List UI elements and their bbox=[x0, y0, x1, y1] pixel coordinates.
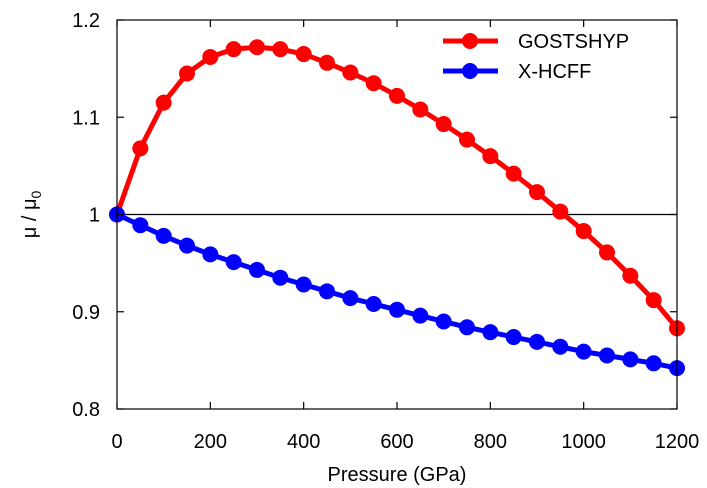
data-point bbox=[295, 46, 312, 63]
data-point bbox=[202, 246, 219, 263]
ticks-layer: 0 200 400 600 800 1000 1200 0.8 0.9 1 1.1 1.2 bbox=[72, 10, 699, 453]
data-point bbox=[365, 75, 382, 92]
data-point bbox=[319, 54, 335, 71]
data-point bbox=[482, 148, 499, 165]
data-point bbox=[599, 244, 615, 261]
data-point bbox=[505, 165, 522, 182]
legend-label: GOSTSHYP bbox=[518, 31, 629, 53]
data-point bbox=[225, 254, 242, 271]
y-tick-label: 1 bbox=[89, 205, 100, 227]
data-point bbox=[179, 65, 195, 82]
legend-swatch-marker bbox=[462, 33, 478, 49]
data-point bbox=[459, 319, 475, 336]
data-point bbox=[342, 290, 359, 307]
data-point bbox=[389, 301, 405, 318]
data-point bbox=[529, 184, 545, 201]
data-point bbox=[342, 64, 359, 81]
data-point bbox=[389, 87, 405, 104]
x-tick-label: 600 bbox=[380, 431, 413, 453]
legend-entry: X-HCFF bbox=[443, 61, 591, 83]
data-point bbox=[295, 276, 312, 293]
data-point bbox=[179, 237, 195, 254]
data-point bbox=[575, 343, 592, 360]
data-point bbox=[225, 41, 242, 58]
data-point bbox=[202, 48, 219, 65]
x-tick-label: 200 bbox=[194, 431, 227, 453]
data-point bbox=[552, 338, 569, 355]
data-point bbox=[459, 131, 475, 148]
x-tick-label: 1200 bbox=[655, 431, 700, 453]
series-x-hcff bbox=[109, 206, 685, 377]
data-point bbox=[435, 116, 452, 133]
legend-swatch-marker bbox=[462, 63, 478, 79]
y-tick-label: 0.9 bbox=[72, 302, 100, 324]
y-axis-title-subscript: 0 bbox=[28, 191, 44, 199]
data-point bbox=[505, 329, 522, 346]
series-layer bbox=[109, 39, 685, 377]
data-point bbox=[482, 324, 499, 341]
x-tick-label: 1000 bbox=[561, 431, 606, 453]
data-point bbox=[272, 41, 289, 58]
legend-entry: GOSTSHYP bbox=[443, 31, 629, 53]
data-point bbox=[319, 283, 335, 300]
data-point bbox=[249, 39, 265, 56]
data-point bbox=[645, 355, 662, 372]
data-point bbox=[552, 203, 569, 220]
data-point bbox=[412, 101, 429, 118]
data-point bbox=[435, 313, 452, 330]
y-axis-title-main: μ / μ bbox=[19, 199, 41, 239]
data-point bbox=[132, 140, 149, 157]
legend: GOSTSHYP X-HCFF bbox=[443, 31, 629, 83]
data-point bbox=[132, 217, 149, 234]
y-tick-label: 1.2 bbox=[72, 10, 100, 32]
x-axis-title: Pressure (GPa) bbox=[328, 464, 467, 486]
x-tick-label: 400 bbox=[287, 431, 320, 453]
data-point bbox=[529, 333, 545, 350]
data-point bbox=[645, 292, 662, 309]
data-point bbox=[155, 227, 172, 244]
data-point bbox=[272, 269, 289, 286]
data-point bbox=[622, 351, 639, 368]
y-tick-label: 0.8 bbox=[72, 399, 100, 421]
data-point bbox=[249, 261, 265, 278]
legend-label: X-HCFF bbox=[518, 61, 591, 83]
x-tick-label: 0 bbox=[111, 431, 122, 453]
data-point bbox=[155, 94, 172, 111]
data-point bbox=[599, 347, 615, 364]
y-tick-label: 1.1 bbox=[72, 107, 100, 129]
y-axis-title: μ / μ0 bbox=[19, 191, 44, 239]
data-point bbox=[365, 295, 382, 312]
data-point bbox=[575, 223, 592, 240]
data-point bbox=[622, 267, 639, 284]
series-gostshyp bbox=[109, 39, 685, 337]
data-point bbox=[412, 307, 429, 324]
x-tick-label: 800 bbox=[474, 431, 507, 453]
